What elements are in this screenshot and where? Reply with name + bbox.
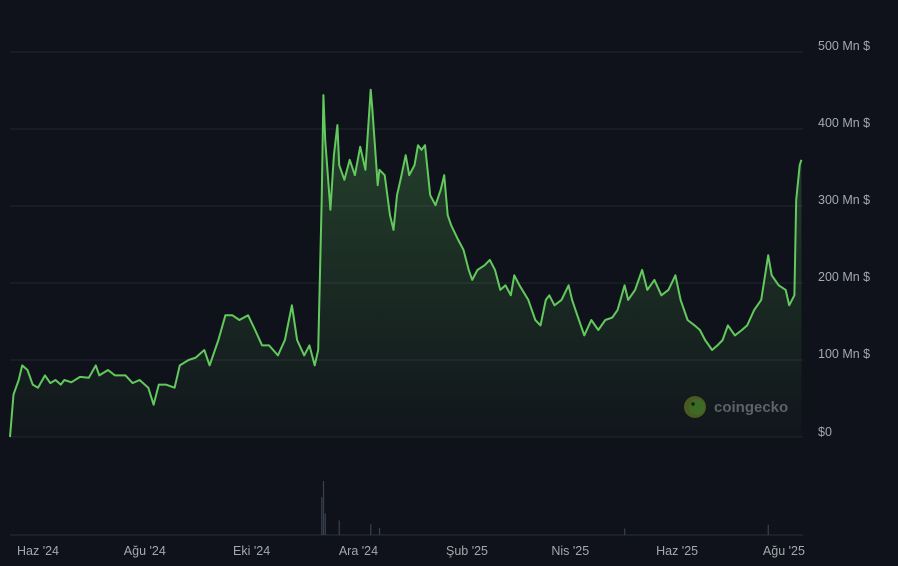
volume-bar bbox=[321, 497, 323, 535]
x-tick-label: Ağu '25 bbox=[763, 544, 805, 558]
y-tick-label: 100 Mn $ bbox=[818, 347, 870, 361]
x-tick-label: Ara '24 bbox=[339, 544, 378, 558]
volume-bar bbox=[370, 524, 372, 535]
volume-bars bbox=[321, 481, 769, 535]
y-tick-label: 400 Mn $ bbox=[818, 116, 870, 130]
volume-bar bbox=[338, 520, 340, 535]
x-tick-label: Ağu '24 bbox=[124, 544, 166, 558]
x-tick-label: Haz '25 bbox=[656, 544, 698, 558]
x-tick-label: Eki '24 bbox=[233, 544, 270, 558]
watermark-text: coingecko bbox=[714, 399, 788, 416]
series-line bbox=[9, 88, 803, 438]
volume-bar bbox=[624, 528, 626, 535]
x-tick-label: Haz '24 bbox=[17, 544, 59, 558]
y-tick-label: $0 bbox=[818, 425, 832, 439]
y-tick-label: 300 Mn $ bbox=[818, 193, 870, 207]
volume-bar bbox=[322, 481, 325, 535]
y-axis: $0 100 Mn $ 200 Mn $ 300 Mn $ 400 Mn $ 500 Mn… bbox=[818, 39, 870, 439]
volume-bar bbox=[378, 527, 381, 535]
x-tick-label: Nis '25 bbox=[551, 544, 589, 558]
x-axis: Haz '24 Ağu '24 Eki '24 Ara '24 Şub '25 Nis '… bbox=[17, 544, 805, 558]
area-fill bbox=[10, 89, 802, 437]
coingecko-watermark: coingecko bbox=[684, 396, 788, 418]
y-tick-label: 500 Mn $ bbox=[818, 39, 870, 53]
volume-bar bbox=[767, 524, 769, 535]
y-tick-label: 200 Mn $ bbox=[818, 270, 870, 284]
x-tick-label: Şub '25 bbox=[446, 544, 488, 558]
volume-bar bbox=[324, 513, 326, 535]
